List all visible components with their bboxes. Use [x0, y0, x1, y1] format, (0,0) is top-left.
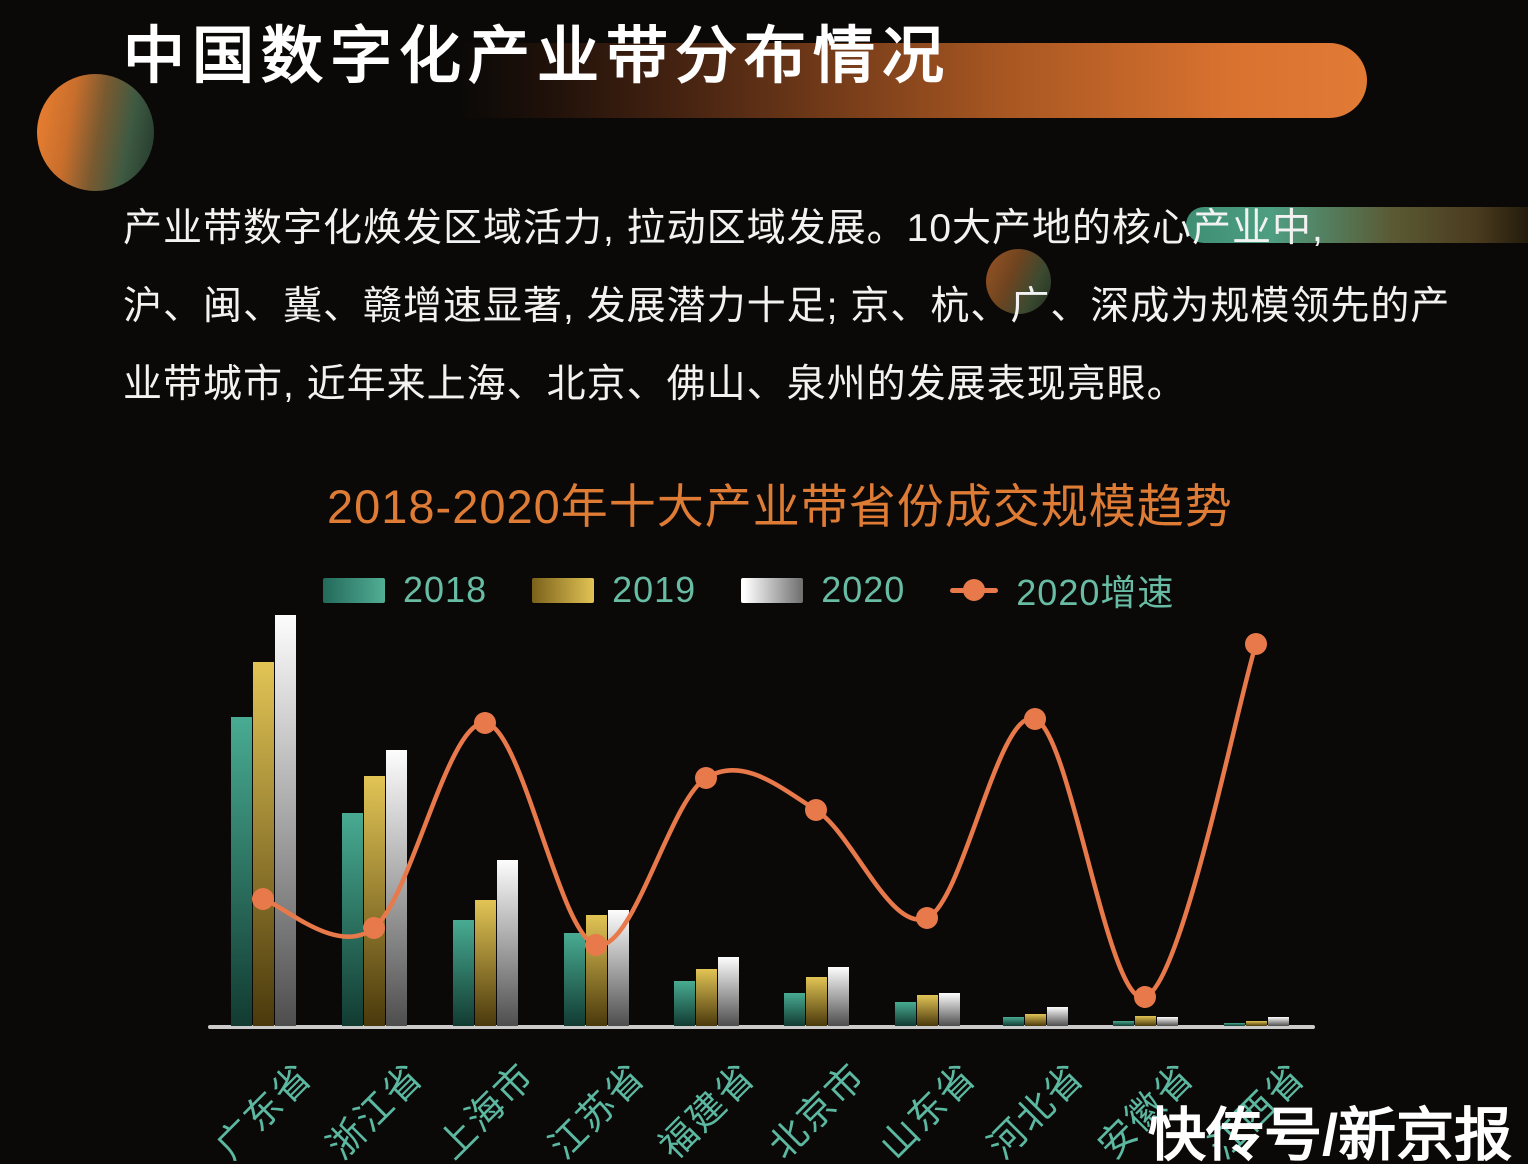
bar-2020-江西省 — [1268, 1017, 1289, 1026]
bar-2019-广东省 — [253, 662, 274, 1026]
bar-2020-福建省 — [718, 957, 739, 1026]
intro-line-1: 产业带数字化焕发区域活力, 拉动区域发展。10大产地的核心产业中, — [123, 207, 1324, 250]
growth-point-江苏省 — [585, 934, 607, 956]
bar-2018-浙江省 — [342, 813, 363, 1026]
chart-legend: 2018 2019 2020 2020增速 — [323, 569, 1174, 613]
bar-2020-江苏省 — [608, 910, 629, 1026]
bar-2020-广东省 — [275, 615, 296, 1026]
growth-point-广东省 — [252, 888, 274, 910]
legend-label-2020: 2020 — [821, 569, 906, 610]
bar-2020-上海市 — [497, 860, 518, 1026]
legend-swatch-2020 — [741, 577, 804, 603]
title-accent-pill — [460, 43, 1367, 118]
legend-swatch-2019 — [532, 577, 595, 603]
bar-2019-北京市 — [806, 977, 827, 1026]
bar-2018-山东省 — [895, 1002, 916, 1026]
bar-2019-安徽省 — [1135, 1016, 1156, 1026]
watermark: 快传号/新京报 — [1148, 1103, 1513, 1164]
legend-item-growth: 2020增速 — [950, 564, 1174, 616]
bar-2018-上海市 — [453, 920, 474, 1026]
legend-line-dot-icon — [950, 579, 999, 601]
intro-paragraph: 产业带数字化焕发区域活力, 拉动区域发展。10大产地的核心产业中, 沪、闽、冀、… — [123, 190, 1450, 424]
bar-2020-安徽省 — [1157, 1017, 1178, 1026]
bar-2020-山东省 — [939, 993, 960, 1026]
bar-2020-浙江省 — [386, 750, 407, 1026]
chart-title: 2018-2020年十大产业带省份成交规模趋势 — [327, 480, 1233, 533]
bar-2019-河北省 — [1025, 1014, 1046, 1026]
legend-item-2019: 2019 — [532, 569, 696, 611]
bar-2019-江西省 — [1246, 1021, 1267, 1026]
bar-2019-江苏省 — [586, 915, 607, 1026]
bar-2018-江苏省 — [564, 933, 585, 1026]
bar-2018-河北省 — [1003, 1017, 1024, 1026]
bar-2019-福建省 — [696, 969, 717, 1026]
growth-point-北京市 — [805, 799, 827, 821]
bar-2020-北京市 — [828, 967, 849, 1026]
bar-2018-广东省 — [231, 717, 252, 1026]
intro-line-2: 沪、闽、冀、赣增速显著, 发展潜力十足; 京、杭、广、深成为规模领先的产 — [123, 285, 1451, 328]
legend-label-2019: 2019 — [612, 569, 697, 610]
legend-item-2020: 2020 — [741, 569, 905, 611]
bar-2019-浙江省 — [364, 776, 385, 1026]
bar-2018-安徽省 — [1113, 1021, 1134, 1026]
page-title: 中国数字化产业带分布情况 — [123, 22, 952, 91]
growth-point-浙江省 — [363, 917, 385, 939]
bar-2019-山东省 — [917, 995, 938, 1026]
growth-line — [260, 641, 1259, 1000]
bar-2018-北京市 — [784, 993, 805, 1026]
growth-point-安徽省 — [1134, 986, 1156, 1008]
legend-label-growth: 2020增速 — [1016, 572, 1175, 613]
legend-item-2018: 2018 — [323, 569, 487, 611]
growth-point-山东省 — [916, 907, 938, 929]
bar-2020-河北省 — [1047, 1007, 1068, 1026]
growth-point-上海市 — [474, 712, 496, 734]
bar-2018-江西省 — [1224, 1023, 1245, 1026]
bar-2018-福建省 — [674, 981, 695, 1026]
growth-point-江西省 — [1245, 633, 1267, 655]
growth-point-河北省 — [1024, 708, 1046, 730]
title-gradient-circle — [37, 74, 154, 191]
legend-swatch-2018 — [323, 577, 385, 603]
legend-label-2018: 2018 — [403, 569, 488, 610]
growth-point-福建省 — [695, 767, 717, 789]
bar-2019-上海市 — [475, 900, 496, 1026]
intro-highlight-band — [1186, 207, 1528, 243]
intro-line-3: 业带城市, 近年来上海、北京、佛山、泉州的发展表现亮眼。 — [123, 363, 1187, 406]
intro-gradient-circle — [986, 249, 1051, 314]
